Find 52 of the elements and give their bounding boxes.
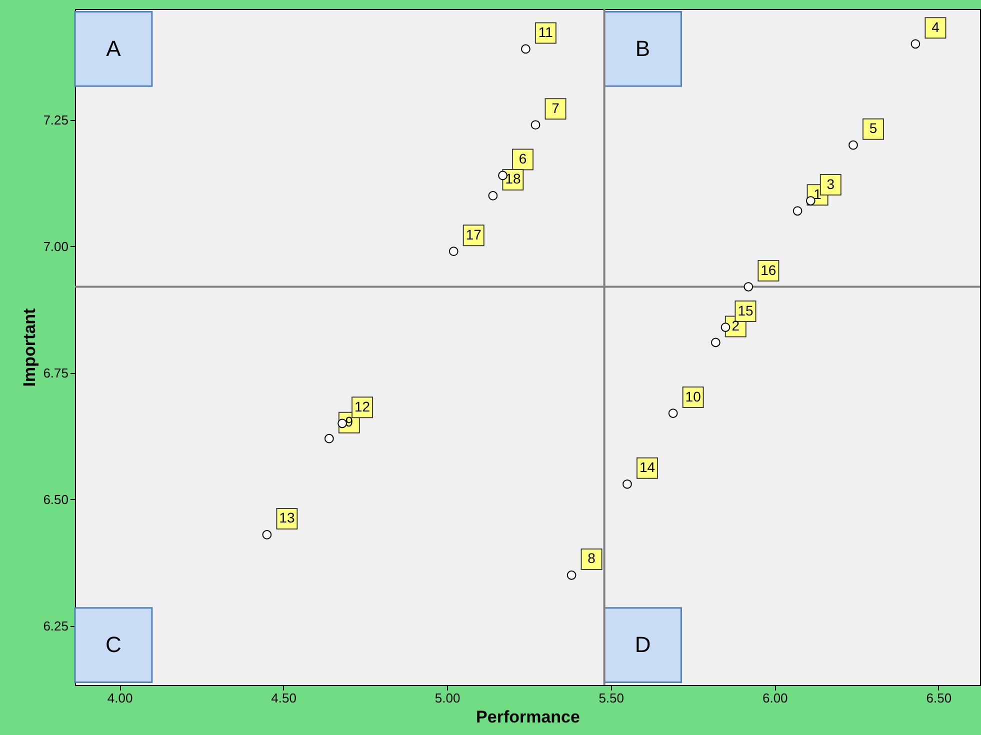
point — [530, 120, 540, 130]
point — [806, 196, 816, 206]
y-tick-label: 6.25 — [43, 618, 68, 634]
x-tick-label: 4.50 — [271, 690, 296, 706]
annotation: 8 — [588, 550, 596, 566]
point — [720, 322, 730, 332]
point — [910, 39, 920, 49]
x-tick-label: 5.00 — [434, 690, 460, 706]
x-tick-label: 5.50 — [598, 690, 624, 706]
point — [566, 570, 576, 580]
x-axis-title: Performance — [476, 708, 580, 726]
point — [338, 418, 347, 428]
annotation: 15 — [738, 302, 754, 318]
annotation: 1 — [814, 186, 822, 202]
point — [848, 140, 858, 150]
annotation: 11 — [538, 24, 554, 40]
annotation: 6 — [518, 150, 527, 166]
annotation: 4 — [932, 18, 940, 35]
annotation: 3 — [826, 176, 835, 192]
annotation: 17 — [466, 226, 482, 242]
point — [792, 206, 802, 216]
annotation: 5 — [869, 120, 878, 136]
x-tick-label: 4.00 — [107, 690, 133, 706]
y-tick-label: 7.00 — [43, 238, 68, 254]
x-tick-label: 6.50 — [926, 690, 952, 706]
point — [488, 191, 498, 200]
y-axis-title: Important — [20, 308, 40, 387]
annotation: 13 — [279, 510, 295, 526]
annotation: A — [106, 36, 122, 61]
point — [710, 338, 720, 348]
point — [668, 408, 678, 418]
annotation: 12 — [354, 398, 370, 414]
annotation: 9 — [345, 414, 354, 430]
point — [262, 530, 272, 540]
y-tick-label: 6.50 — [43, 492, 68, 507]
annotation: 16 — [760, 262, 776, 278]
point — [744, 282, 754, 292]
annotation: C — [106, 632, 122, 658]
y-tick-label: 7.25 — [43, 112, 68, 128]
annotation: 2 — [732, 317, 740, 334]
annotation: 18 — [505, 170, 521, 187]
point — [521, 44, 530, 54]
annotation: 10 — [685, 388, 702, 404]
y-tick-label: 6.75 — [43, 365, 68, 380]
annotation: D — [634, 632, 651, 658]
point — [622, 479, 632, 489]
annotation: B — [635, 36, 650, 61]
annotation: 14 — [639, 459, 656, 476]
x-tick-label: 6.00 — [762, 690, 788, 706]
point — [448, 246, 458, 256]
annotation: 7 — [552, 100, 560, 116]
point — [324, 434, 334, 444]
